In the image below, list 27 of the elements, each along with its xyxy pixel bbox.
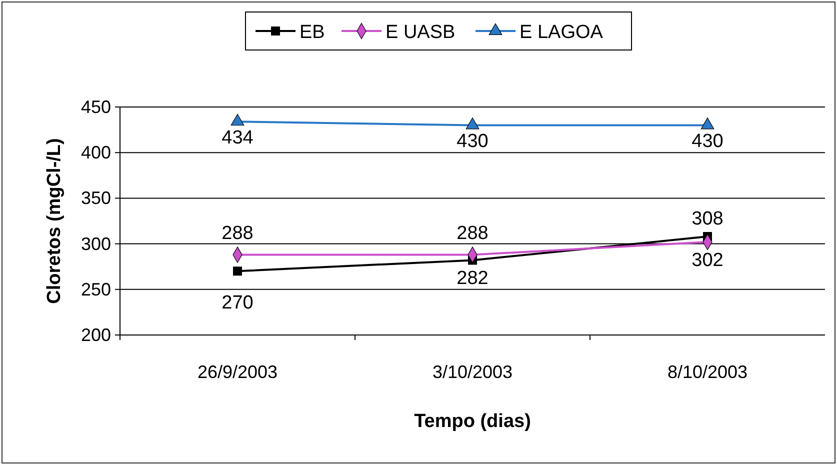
y-tick-label: 250 [80,279,111,300]
point [233,266,242,276]
y-tick-label: 400 [80,142,111,163]
y-tick-label: 350 [80,188,111,208]
legend-label: E UASB [386,22,456,43]
data-label: 270 [222,292,254,314]
y-axis-title: Cloretos (mgCl-/L) [44,138,65,304]
y-tick-label: 450 [80,97,111,117]
x-tick-label: 26/9/2003 [197,362,278,382]
legend-label: EB [300,22,325,43]
data-label: 434 [222,128,254,149]
data-label: 308 [692,208,724,230]
y-tick-label: 300 [80,234,111,254]
data-label: 288 [456,222,488,244]
y-tick-label: 200 [80,325,111,345]
x-tick-label: 8/10/2003 [667,362,748,382]
point [700,118,714,130]
point [230,114,244,126]
data-label: 430 [456,131,488,152]
data-label: 282 [456,268,488,290]
x-axis-title: Tempo (dias) [414,411,531,432]
data-label: 288 [222,222,254,244]
point [466,118,480,130]
data-label: 302 [692,250,724,271]
legend-label: E LAGOA [520,22,604,43]
data-label: 430 [692,131,724,152]
x-tick-label: 3/10/2003 [432,362,513,382]
